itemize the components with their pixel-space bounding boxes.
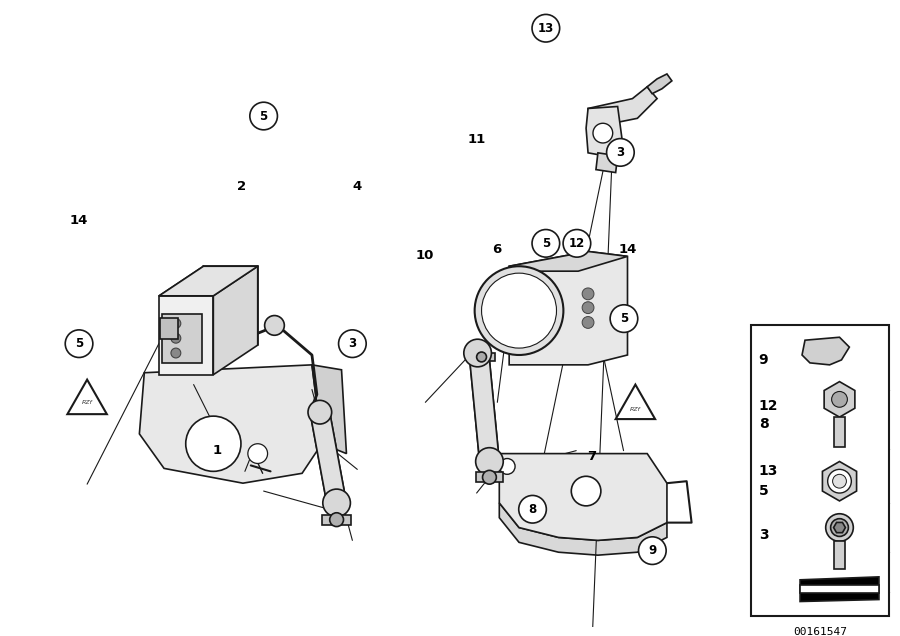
Bar <box>800 584 879 593</box>
Text: 14: 14 <box>618 243 636 256</box>
Circle shape <box>532 15 560 42</box>
Bar <box>322 515 351 525</box>
Circle shape <box>563 230 590 257</box>
Text: 5: 5 <box>759 484 769 498</box>
Text: 1: 1 <box>213 444 222 457</box>
Polygon shape <box>586 106 623 158</box>
Circle shape <box>518 495 546 523</box>
Text: RZf: RZf <box>630 407 641 411</box>
Circle shape <box>329 513 344 527</box>
Polygon shape <box>310 412 346 503</box>
Circle shape <box>171 348 181 358</box>
Polygon shape <box>500 453 667 541</box>
Text: 00161547: 00161547 <box>793 627 847 636</box>
Polygon shape <box>312 365 346 453</box>
Text: 8: 8 <box>759 417 769 431</box>
Circle shape <box>248 444 267 464</box>
Polygon shape <box>470 360 500 462</box>
Circle shape <box>482 471 496 484</box>
Circle shape <box>582 288 594 300</box>
Text: 12: 12 <box>759 399 778 413</box>
Text: 13: 13 <box>759 464 778 478</box>
Polygon shape <box>509 251 627 365</box>
Circle shape <box>607 139 634 166</box>
Text: RZf: RZf <box>82 400 93 405</box>
Circle shape <box>171 319 181 328</box>
Polygon shape <box>596 153 617 172</box>
Circle shape <box>828 469 851 493</box>
Circle shape <box>171 333 181 343</box>
Circle shape <box>265 315 284 335</box>
Circle shape <box>582 317 594 328</box>
Text: 4: 4 <box>352 181 362 193</box>
Text: 9: 9 <box>759 353 769 367</box>
Circle shape <box>582 301 594 314</box>
Text: 5: 5 <box>542 237 550 250</box>
Polygon shape <box>588 86 657 128</box>
Polygon shape <box>140 365 322 483</box>
Text: 3: 3 <box>616 146 625 159</box>
Text: 8: 8 <box>528 502 536 516</box>
Circle shape <box>825 514 853 541</box>
Polygon shape <box>802 337 850 365</box>
Circle shape <box>638 537 666 564</box>
Circle shape <box>475 448 503 475</box>
Bar <box>468 353 495 361</box>
Polygon shape <box>159 266 257 296</box>
Polygon shape <box>824 382 855 417</box>
Circle shape <box>500 459 515 474</box>
Polygon shape <box>159 296 213 375</box>
Text: 2: 2 <box>237 181 246 193</box>
Polygon shape <box>616 385 655 419</box>
Circle shape <box>308 400 332 424</box>
Circle shape <box>338 330 366 357</box>
Text: 10: 10 <box>416 249 435 263</box>
Text: 3: 3 <box>348 337 356 350</box>
Circle shape <box>323 489 350 516</box>
Text: 12: 12 <box>569 237 585 250</box>
Polygon shape <box>833 522 845 533</box>
Text: 5: 5 <box>259 109 268 123</box>
Circle shape <box>832 392 848 407</box>
Circle shape <box>477 352 487 362</box>
Text: 6: 6 <box>492 243 501 256</box>
Circle shape <box>474 266 563 355</box>
Text: 3: 3 <box>759 529 769 543</box>
Circle shape <box>831 519 849 536</box>
Bar <box>162 314 202 363</box>
Bar <box>833 541 845 569</box>
Text: 5: 5 <box>620 312 628 325</box>
Polygon shape <box>68 380 107 414</box>
Text: 11: 11 <box>467 133 486 146</box>
Polygon shape <box>509 251 627 271</box>
Circle shape <box>572 476 601 506</box>
Text: 5: 5 <box>75 337 83 350</box>
Circle shape <box>250 102 277 130</box>
Bar <box>751 326 889 616</box>
Circle shape <box>593 123 613 143</box>
Bar <box>833 417 845 446</box>
Circle shape <box>832 474 846 488</box>
Polygon shape <box>800 577 879 602</box>
Text: 9: 9 <box>648 544 656 557</box>
Bar <box>160 317 178 339</box>
Polygon shape <box>213 266 257 375</box>
Circle shape <box>482 273 556 348</box>
Text: 14: 14 <box>70 214 88 227</box>
Polygon shape <box>500 503 667 555</box>
Circle shape <box>532 230 560 257</box>
Text: 13: 13 <box>537 22 554 35</box>
Polygon shape <box>647 74 672 93</box>
Circle shape <box>65 330 93 357</box>
Circle shape <box>610 305 638 333</box>
Polygon shape <box>823 462 857 501</box>
Bar <box>475 473 503 482</box>
Circle shape <box>464 339 491 367</box>
Circle shape <box>185 416 241 471</box>
Text: 7: 7 <box>588 450 597 463</box>
